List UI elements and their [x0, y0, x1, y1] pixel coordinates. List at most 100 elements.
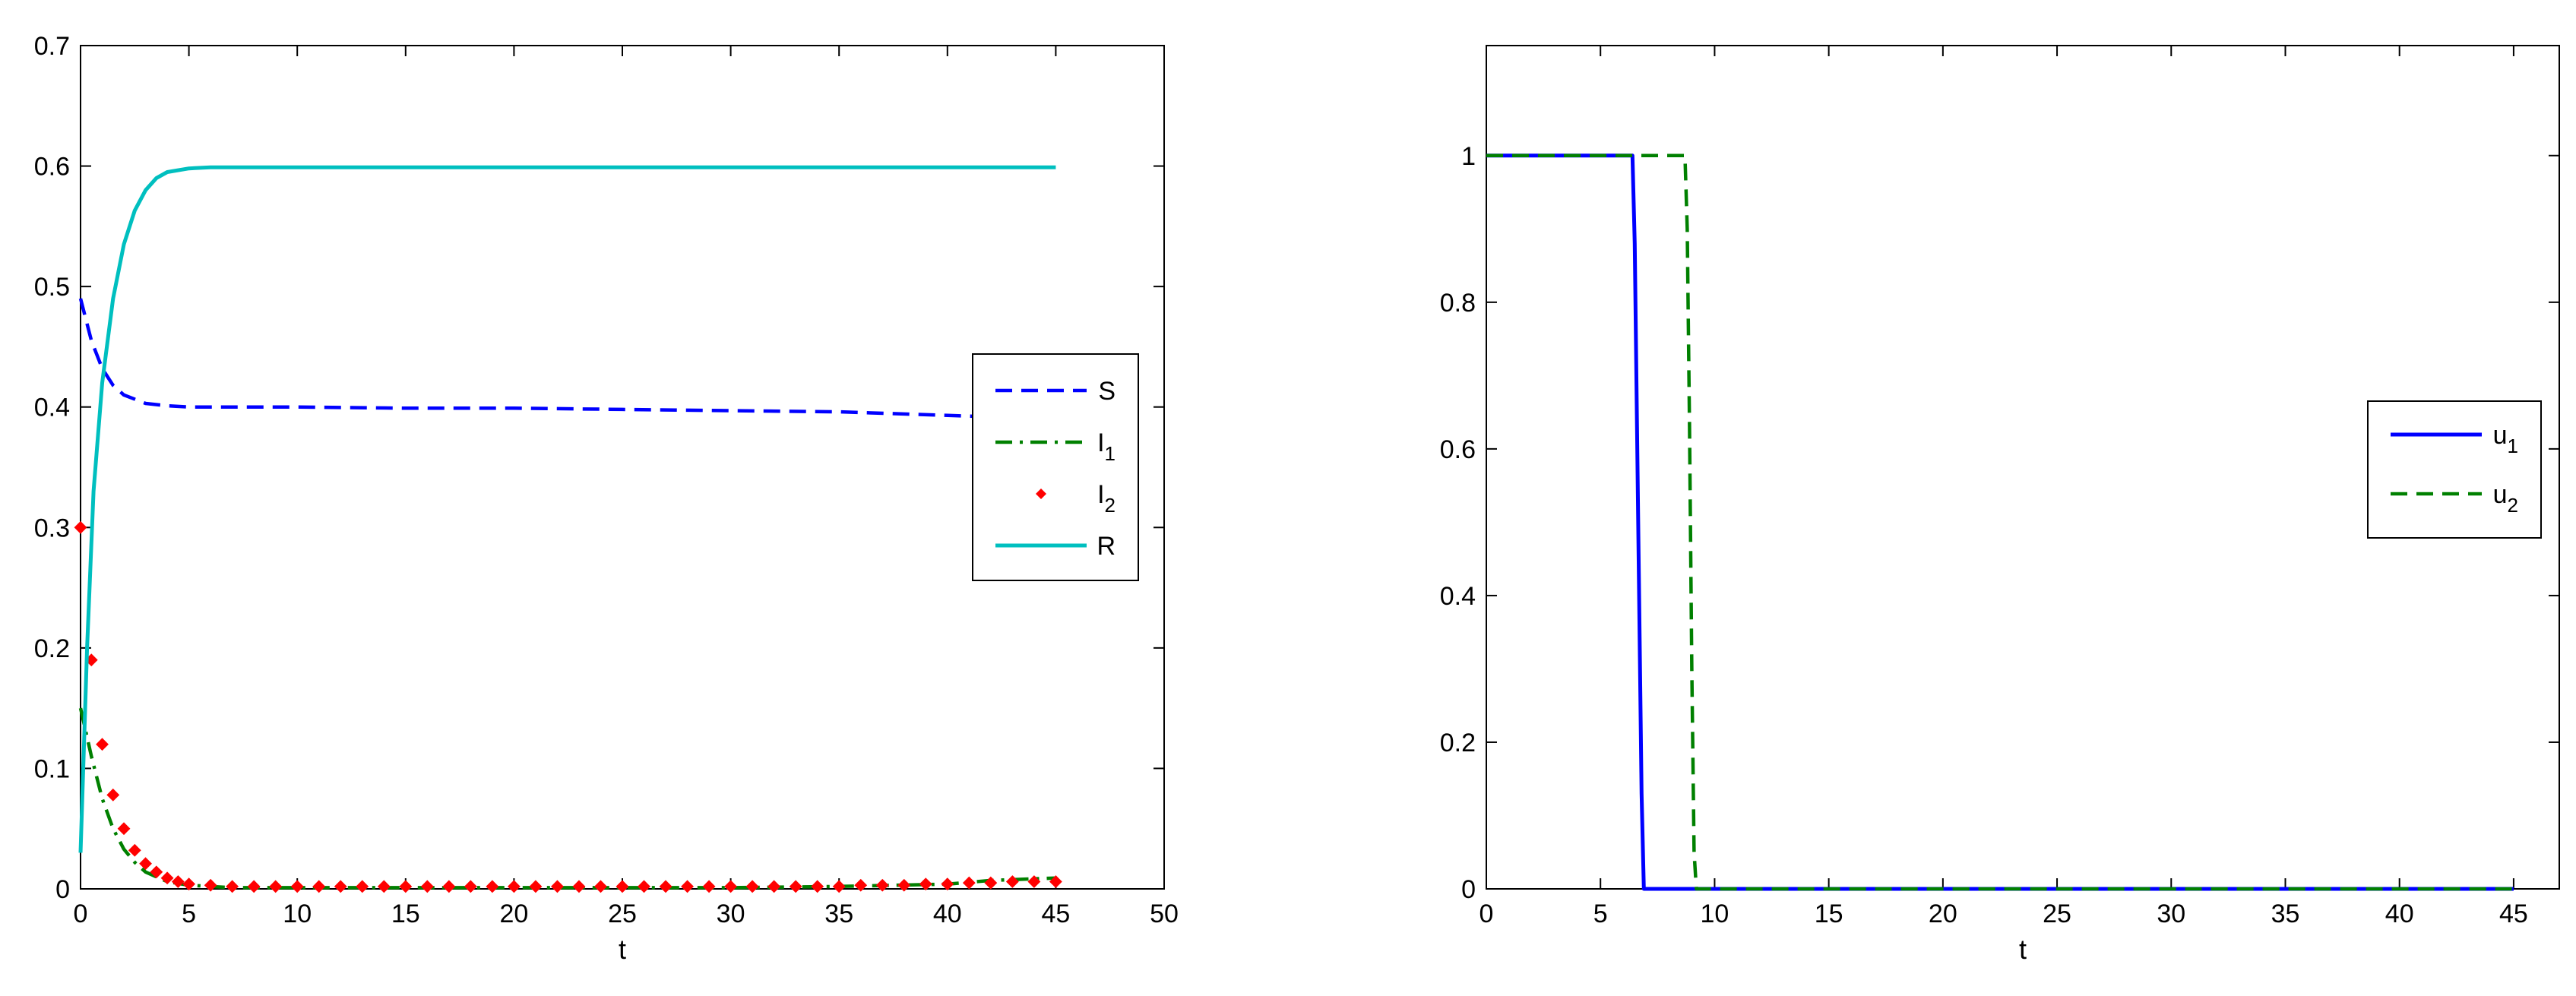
x-tick-label: 35: [824, 900, 853, 928]
data-point-I2: [984, 876, 998, 890]
x-tick-label: 35: [2271, 900, 2300, 928]
x-tick-label: 10: [1701, 900, 1729, 928]
legend-entry-I1: I1: [995, 428, 1116, 465]
y-tick-label: 0.2: [1440, 729, 1476, 757]
data-point-I2: [811, 880, 824, 893]
data-point-I2: [962, 876, 976, 890]
x-tick-label: 0: [1479, 900, 1494, 928]
legend-entry-S: S: [995, 377, 1116, 406]
data-point-I2: [334, 880, 347, 893]
legend-label: u1: [2493, 421, 2518, 457]
data-point-I2: [638, 880, 650, 893]
data-point-I2: [399, 880, 413, 893]
series-line-u2: [1486, 153, 2514, 891]
x-tick-label: 5: [182, 900, 196, 928]
data-point-I2: [464, 880, 477, 893]
x-axis-label: t: [2019, 934, 2027, 965]
data-point-I2: [128, 843, 141, 857]
series-u1: [1486, 153, 2514, 891]
x-tick-label: 40: [933, 900, 962, 928]
chart-1: 0 5 10 15 20 25 30 35 40 45 50 0 0.1 0.2 0.3 0.4 0.5 0.6 0…: [34, 32, 1179, 965]
legend-entry-u2: u2: [2391, 480, 2518, 517]
data-point-I2: [854, 878, 868, 892]
data-point-I2: [529, 880, 543, 893]
data-point-I2: [702, 880, 716, 893]
legend-label-sub: 1: [1105, 442, 1116, 465]
data-point-I2: [1049, 875, 1062, 888]
data-point-I2: [356, 880, 369, 893]
legend-label-main: I: [1097, 480, 1104, 509]
x-tick-label: 15: [1815, 900, 1843, 928]
legend-label-main: u: [2493, 480, 2508, 509]
series-line-R: [78, 165, 1056, 853]
legend-label-main: I: [1097, 428, 1104, 457]
legend-label: u2: [2493, 480, 2518, 517]
x-tick-label: 20: [499, 900, 528, 928]
series-I2: [74, 520, 1062, 893]
legend-entry-u1: u1: [2391, 421, 2518, 457]
data-point-I2: [941, 877, 954, 891]
legend-label: S: [1098, 377, 1116, 406]
series-u2: [1486, 153, 2514, 891]
x-tick-label: 5: [1593, 900, 1608, 928]
data-point-I2: [875, 878, 889, 892]
x-tick-label: 25: [608, 900, 637, 928]
data-point-I2: [106, 788, 120, 802]
legend-label: R: [1097, 532, 1116, 561]
x-tick-label: 25: [2043, 900, 2071, 928]
x-tick-label: 30: [2157, 900, 2185, 928]
data-point-I2: [919, 877, 932, 891]
x-tick-label: 45: [2499, 900, 2528, 928]
legend-label-main: u: [2493, 421, 2508, 450]
data-point-I2: [139, 857, 152, 871]
data-point-I2: [204, 878, 217, 892]
data-point-I2: [1027, 875, 1041, 888]
data-point-I2: [269, 880, 283, 893]
y-tick-label: 0.5: [34, 273, 70, 302]
legend-label: I1: [1097, 428, 1116, 465]
data-point-I2: [150, 865, 163, 879]
x-tick-label: 10: [283, 900, 312, 928]
x-tick-label: 40: [2385, 900, 2414, 928]
data-point-I2: [377, 880, 391, 893]
legend-entry-I2: I2: [1036, 480, 1116, 517]
data-point-I2: [897, 878, 911, 892]
legend-label-sub: 2: [2508, 494, 2518, 517]
data-point-I2: [74, 520, 87, 534]
x-tick-label: 30: [717, 900, 745, 928]
series-S: [78, 298, 1056, 421]
data-point-I2: [789, 880, 802, 893]
data-point-I2: [681, 880, 694, 893]
y-tick-label: 0.6: [34, 153, 70, 182]
data-point-I2: [96, 738, 109, 751]
y-tick-label: 0.3: [34, 514, 70, 542]
series-line-S: [78, 298, 1056, 421]
y-tick-label: 0.1: [34, 754, 70, 783]
data-point-I2: [551, 880, 564, 893]
data-point-I2: [1005, 875, 1019, 888]
legend-label: I2: [1097, 480, 1116, 517]
data-point-I2: [832, 880, 846, 893]
data-point-I2: [182, 877, 196, 891]
y-tick-label: 1: [1461, 142, 1476, 171]
legend-label-sub: 2: [1105, 494, 1116, 517]
y-tick-label: 0: [55, 875, 70, 904]
data-point-I2: [486, 880, 499, 893]
series-line-u1: [1486, 153, 2514, 891]
y-tick-label: 0.7: [34, 32, 70, 61]
y-tick-label: 0: [1461, 875, 1476, 904]
data-point-I2: [247, 880, 261, 893]
legend-entry-R: R: [995, 532, 1116, 561]
data-point-I2: [420, 880, 434, 893]
data-point-I2: [724, 880, 738, 893]
data-point-I2: [767, 880, 781, 893]
data-point-I2: [594, 880, 607, 893]
data-point-I2: [117, 822, 131, 836]
y-tick-label: 0.8: [1440, 289, 1476, 318]
y-tick-label: 0.2: [34, 634, 70, 663]
